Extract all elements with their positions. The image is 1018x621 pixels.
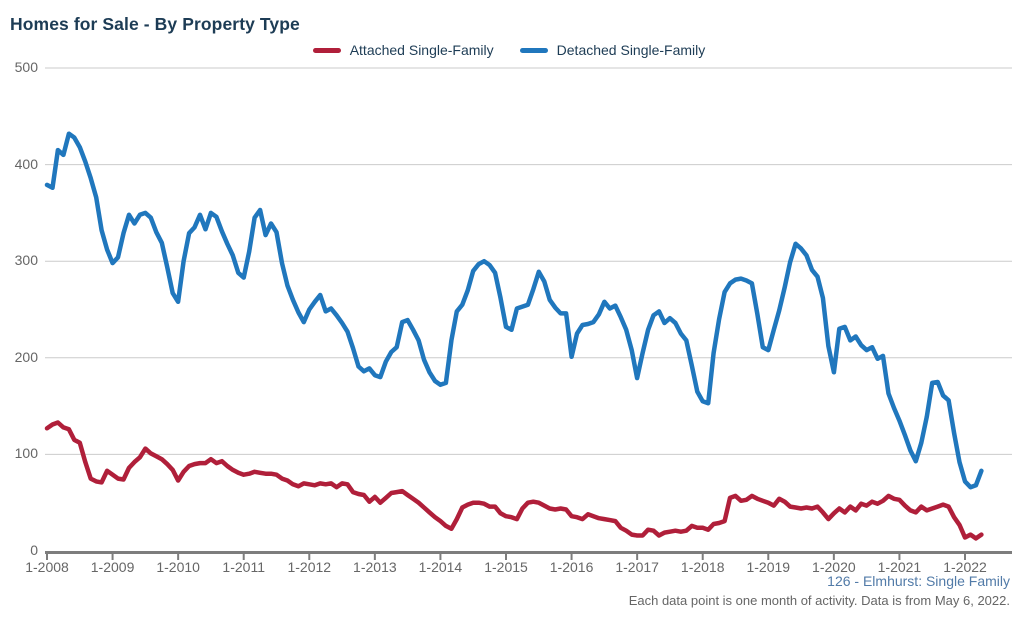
- x-axis-label: 1-2013: [353, 559, 397, 575]
- series-line-attached-single-family: [44, 420, 984, 541]
- x-axis-label: 1-2012: [287, 559, 332, 575]
- y-axis-label: 0: [30, 542, 38, 558]
- x-axis-label: 1-2021: [877, 559, 922, 575]
- x-axis-label: 1-2015: [484, 559, 528, 575]
- legend-item-attached[interactable]: Attached Single-Family: [312, 42, 494, 58]
- x-axis-label: 1-2020: [812, 559, 856, 575]
- report-source-link[interactable]: 126 - Elmhurst: Single Family: [827, 573, 1010, 589]
- x-axis-label: 1-2008: [25, 559, 69, 575]
- y-axis-label: 400: [14, 155, 38, 172]
- footer-note: Each data point is one month of activity…: [628, 593, 1010, 608]
- x-axis-label: 1-2014: [418, 559, 463, 575]
- x-axis-label: 1-2009: [90, 559, 135, 575]
- x-axis-label: 1-2018: [680, 559, 725, 575]
- x-axis-label: 1-2017: [615, 559, 659, 575]
- y-axis-label: 500: [14, 59, 38, 75]
- x-axis-label: 1-2011: [222, 559, 265, 575]
- x-axis-label: 1-2016: [549, 559, 594, 575]
- chart-legend: Attached Single-Family Detached Single-F…: [0, 42, 1018, 58]
- series-line-detached-single-family: [44, 131, 984, 490]
- page-title: Homes for Sale - By Property Type: [10, 14, 300, 34]
- y-axis-label: 200: [14, 348, 38, 365]
- attached-series-swatch-icon: [312, 47, 341, 53]
- legend-label-attached: Attached Single-Family: [349, 42, 494, 58]
- y-axis-label: 100: [14, 445, 38, 462]
- y-axis-label: 300: [14, 252, 38, 269]
- x-axis-label: 1-2010: [156, 559, 200, 575]
- legend-label-detached: Detached Single-Family: [556, 42, 706, 58]
- detached-series-swatch-icon: [519, 47, 548, 53]
- x-axis-label: 1-2019: [746, 559, 791, 575]
- legend-item-detached[interactable]: Detached Single-Family: [519, 42, 706, 58]
- x-axis-label: 1-2022: [943, 559, 987, 575]
